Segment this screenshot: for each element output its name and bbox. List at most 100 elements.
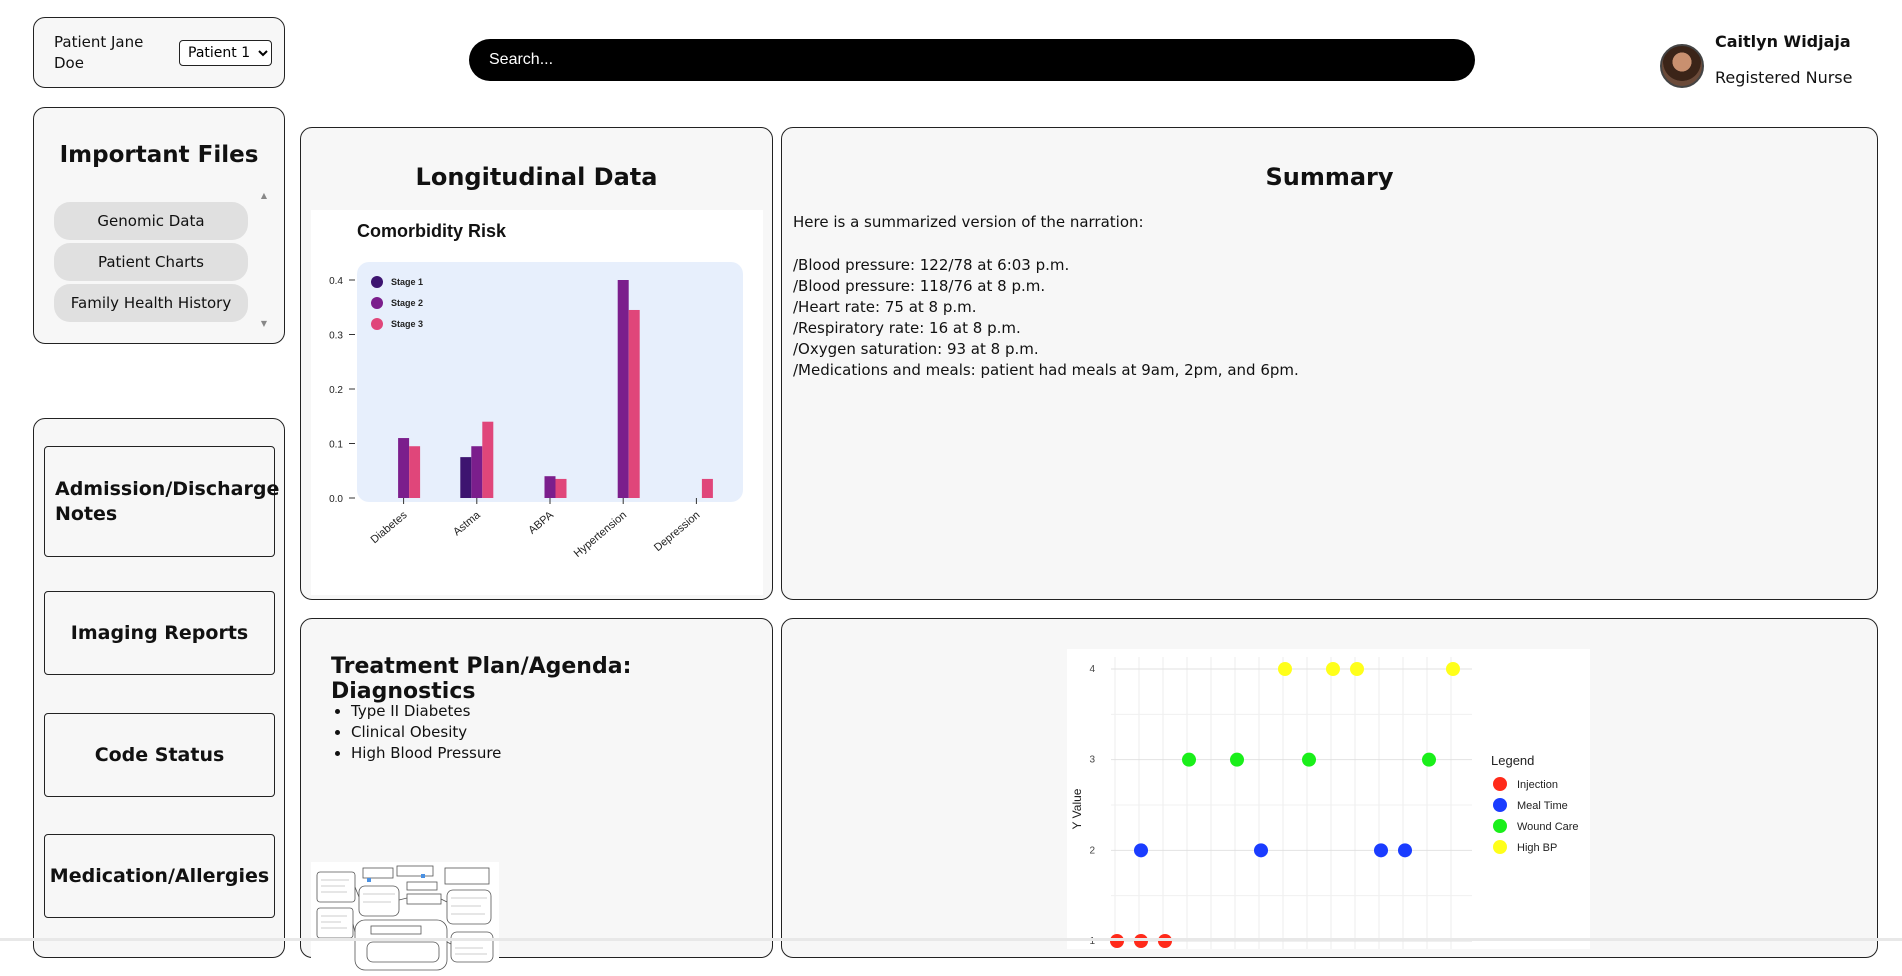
y-axis-label: Y Value bbox=[1070, 788, 1084, 829]
summary-line: /Oxygen saturation: 93 at 8 p.m. bbox=[793, 340, 1039, 358]
x-tick-label: Diabetes bbox=[369, 509, 410, 546]
files-scrollbar[interactable]: ▲ ▼ bbox=[258, 191, 270, 329]
nav-medication-allergies[interactable]: Medication/Allergies bbox=[44, 834, 275, 918]
bar-stage-2 bbox=[544, 476, 556, 498]
diagnostic-diagram-thumbnail[interactable] bbox=[311, 862, 499, 972]
summary-panel: Summary Here is a summarized version of … bbox=[781, 127, 1878, 600]
diagnosis-item: Type II Diabetes bbox=[351, 701, 501, 722]
legend-label: Meal Time bbox=[1517, 800, 1568, 812]
legend-marker bbox=[1493, 819, 1507, 833]
legend-label: Wound Care bbox=[1517, 821, 1579, 833]
summary-line: /Respiratory rate: 16 at 8 p.m. bbox=[793, 319, 1021, 337]
summary-list: /Blood pressure: 122/78 at 6:03 p.m. /Bl… bbox=[793, 255, 1299, 381]
bar-stage-3 bbox=[701, 478, 713, 498]
y-tick-label: 0.2 bbox=[329, 385, 343, 396]
x-tick-label: Depression bbox=[652, 509, 702, 554]
legend-marker bbox=[371, 276, 383, 288]
treatment-plan-panel: Treatment Plan/Agenda: Diagnostics Type … bbox=[300, 618, 773, 972]
records-nav-panel: Admission/Discharge Notes Imaging Report… bbox=[33, 418, 285, 958]
summary-intro: Here is a summarized version of the narr… bbox=[793, 213, 1144, 231]
legend-label: Stage 2 bbox=[391, 298, 423, 308]
file-genomic-data[interactable]: Genomic Data bbox=[54, 202, 248, 240]
legend-marker bbox=[371, 318, 383, 330]
point-high-bp bbox=[1326, 662, 1340, 676]
summary-line: /Medications and meals: patient had meal… bbox=[793, 361, 1299, 379]
patient-select[interactable]: Patient 1 bbox=[179, 39, 272, 66]
legend-marker bbox=[1493, 777, 1507, 791]
important-files-title: Important Files bbox=[59, 142, 259, 168]
x-tick-label: Hypertension bbox=[572, 509, 629, 560]
bar-stage-2 bbox=[617, 280, 629, 498]
point-injection bbox=[1134, 934, 1148, 948]
bar-stage-1 bbox=[460, 457, 472, 498]
summary-line: /Blood pressure: 118/76 at 8 p.m. bbox=[793, 277, 1046, 295]
y-tick-label: 0.3 bbox=[329, 331, 343, 342]
comorbidity-bar-chart: Comorbidity Risk 0.0 0.1 0.2 0.3 0.4 Diabetes A… bbox=[329, 221, 743, 560]
diagnosis-item: Clinical Obesity bbox=[351, 722, 501, 743]
x-tick-label: Astma bbox=[451, 509, 483, 539]
summary-line: /Heart rate: 75 at 8 p.m. bbox=[793, 298, 977, 316]
longitudinal-data-title: Longitudinal Data bbox=[415, 163, 658, 191]
diagnosis-list: Type II Diabetes Clinical Obesity High B… bbox=[351, 701, 501, 764]
plot-background bbox=[357, 262, 743, 502]
point-wound-care bbox=[1302, 752, 1316, 767]
legend-marker bbox=[1493, 798, 1507, 812]
bar-stage-3 bbox=[628, 309, 640, 498]
y-tick-label: 0.4 bbox=[329, 276, 343, 287]
point-high-bp bbox=[1350, 662, 1364, 676]
legend-label: Stage 1 bbox=[391, 277, 423, 287]
point-wound-care bbox=[1422, 752, 1436, 767]
legend-label: Stage 3 bbox=[391, 319, 423, 329]
scroll-up-icon[interactable]: ▲ bbox=[260, 191, 268, 200]
user-name: Caitlyn Widjaja bbox=[1715, 32, 1851, 51]
treatment-plan-title: Treatment Plan/Agenda: Diagnostics bbox=[331, 654, 632, 704]
point-wound-care bbox=[1182, 752, 1196, 767]
user-profile: Caitlyn Widjaja Registered Nurse bbox=[1660, 30, 1890, 92]
user-role: Registered Nurse bbox=[1715, 68, 1853, 87]
bar-stage-2 bbox=[471, 446, 483, 498]
longitudinal-data-panel: Longitudinal Data Comorbidity Risk 0.0 0.1… bbox=[300, 127, 773, 600]
bar-stage-3 bbox=[409, 446, 421, 498]
nav-code-status[interactable]: Code Status bbox=[44, 713, 275, 797]
y-tick-label: 2 bbox=[1089, 845, 1095, 856]
point-meal-time bbox=[1254, 843, 1268, 858]
page-bottom-edge bbox=[0, 938, 1902, 941]
chart-title: Comorbidity Risk bbox=[357, 221, 507, 241]
point-injection bbox=[1110, 934, 1124, 948]
x-tick-label: ABPA bbox=[526, 509, 556, 537]
comorbidity-chart: Comorbidity Risk 0.0 0.1 0.2 0.3 0.4 Diabetes A… bbox=[311, 210, 763, 595]
file-patient-charts[interactable]: Patient Charts bbox=[54, 243, 248, 281]
bar-stage-2 bbox=[398, 438, 410, 498]
nav-admission-discharge-notes[interactable]: Admission/Discharge Notes bbox=[44, 446, 279, 557]
y-tick-label: 0.1 bbox=[329, 440, 343, 451]
summary-title: Summary bbox=[1265, 163, 1394, 191]
patient-name: Patient Jane Doe bbox=[54, 32, 144, 72]
legend-label: High BP bbox=[1517, 842, 1557, 854]
legend-label: Injection bbox=[1517, 779, 1558, 791]
summary-line: /Blood pressure: 122/78 at 6:03 p.m. bbox=[793, 256, 1070, 274]
diagram-flowchart-icon bbox=[316, 865, 494, 971]
point-wound-care bbox=[1230, 752, 1244, 767]
legend-title: Legend bbox=[1491, 753, 1534, 768]
legend-marker bbox=[1493, 840, 1507, 854]
point-injection bbox=[1158, 934, 1172, 948]
diagnosis-item: High Blood Pressure bbox=[351, 743, 501, 764]
search-input[interactable] bbox=[469, 39, 1475, 81]
nav-imaging-reports[interactable]: Imaging Reports bbox=[44, 591, 275, 675]
file-family-health-history[interactable]: Family Health History bbox=[54, 284, 248, 322]
patient-selector-box: Patient Jane Doe Patient 1 bbox=[33, 17, 285, 88]
bar-stage-3 bbox=[555, 478, 567, 498]
y-tick-label: 0.0 bbox=[329, 494, 343, 505]
point-meal-time bbox=[1398, 843, 1412, 858]
point-meal-time bbox=[1374, 843, 1388, 858]
important-files-panel: Important Files Genomic Data Patient Cha… bbox=[33, 107, 285, 344]
point-high-bp bbox=[1446, 662, 1460, 676]
y-tick-label: 3 bbox=[1089, 755, 1095, 766]
y-tick-label: 4 bbox=[1089, 664, 1095, 675]
bar-stage-3 bbox=[482, 421, 494, 498]
scroll-down-icon[interactable]: ▼ bbox=[260, 319, 268, 328]
avatar[interactable] bbox=[1660, 44, 1704, 88]
legend-marker bbox=[371, 297, 383, 309]
